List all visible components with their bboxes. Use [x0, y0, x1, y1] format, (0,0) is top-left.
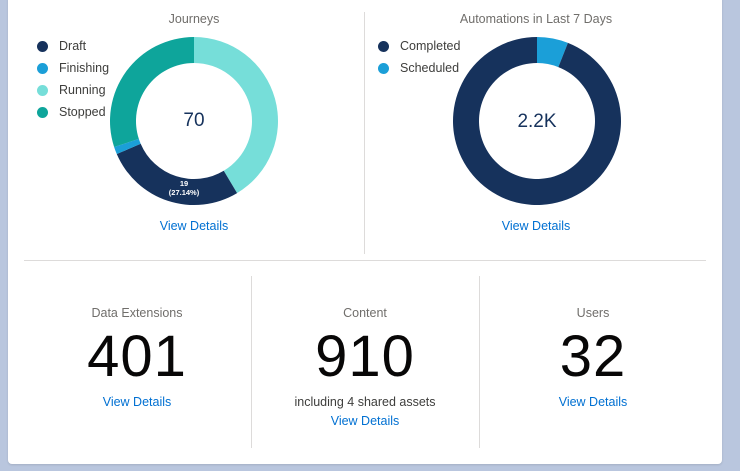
legend-dot [378, 62, 389, 74]
legend-item-finishing: Finishing [37, 57, 109, 79]
vertical-divider [251, 276, 252, 448]
dashboard-card: Journeys Draft Finishing Running Stopped… [8, 0, 722, 464]
vertical-divider [479, 276, 480, 448]
journeys-donut[interactable] [109, 36, 279, 206]
horizontal-divider [24, 260, 706, 261]
legend-item-completed: Completed [378, 35, 460, 57]
donut-slice-stopped[interactable] [109, 37, 194, 147]
legend-dot [378, 40, 389, 52]
legend-dot [37, 62, 48, 74]
content-label: Content [343, 306, 387, 320]
content-subtext: including 4 shared assets [294, 395, 436, 409]
journeys-segment-label: 19 (27.14%) [159, 179, 209, 197]
legend-item-running: Running [37, 79, 109, 101]
segment-value: 19 [179, 179, 189, 188]
journeys-title: Journeys [168, 12, 220, 26]
users-view-details-link[interactable]: View Details [558, 395, 628, 409]
journeys-center-value: 70 [183, 110, 205, 131]
donut-slice-completed[interactable] [453, 37, 621, 206]
donut-slice-finishing[interactable] [114, 138, 141, 155]
legend-item-stopped: Stopped [37, 101, 109, 123]
legend-label: Completed [400, 39, 461, 53]
automations-title: Automations in Last 7 Days [459, 12, 613, 26]
journeys-view-details-link[interactable]: View Details [159, 219, 229, 233]
automations-center-value: 2.2K [517, 111, 557, 132]
donut-slice-draft[interactable] [116, 143, 238, 206]
legend-label: Running [59, 83, 106, 97]
data-extensions-view-details-link[interactable]: View Details [102, 395, 172, 409]
journeys-legend: Draft Finishing Running Stopped [37, 35, 109, 123]
segment-percent: (27.14%) [168, 188, 200, 197]
legend-label: Draft [59, 39, 87, 53]
automations-donut[interactable] [452, 36, 622, 206]
legend-item-scheduled: Scheduled [378, 57, 460, 79]
data-extensions-value: 401 [87, 324, 187, 389]
users-value: 32 [559, 324, 627, 389]
legend-label: Scheduled [400, 61, 460, 75]
donut-slice-running[interactable] [194, 37, 278, 194]
users-label: Users [576, 306, 610, 320]
journeys-donut-svg [109, 37, 278, 206]
data-extensions-label: Data Extensions [91, 306, 183, 320]
vertical-divider [364, 12, 365, 254]
automations-donut-svg [453, 37, 621, 206]
automations-view-details-link[interactable]: View Details [501, 219, 571, 233]
legend-item-draft: Draft [37, 35, 109, 57]
legend-dot [37, 84, 48, 96]
legend-dot [37, 40, 48, 52]
automations-legend: Completed Scheduled [378, 35, 460, 79]
content-value: 910 [315, 324, 415, 389]
legend-dot [37, 106, 48, 118]
content-view-details-link[interactable]: View Details [330, 414, 400, 428]
donut-slice-scheduled[interactable] [537, 37, 568, 68]
legend-label: Stopped [59, 105, 106, 119]
legend-label: Finishing [59, 61, 110, 75]
